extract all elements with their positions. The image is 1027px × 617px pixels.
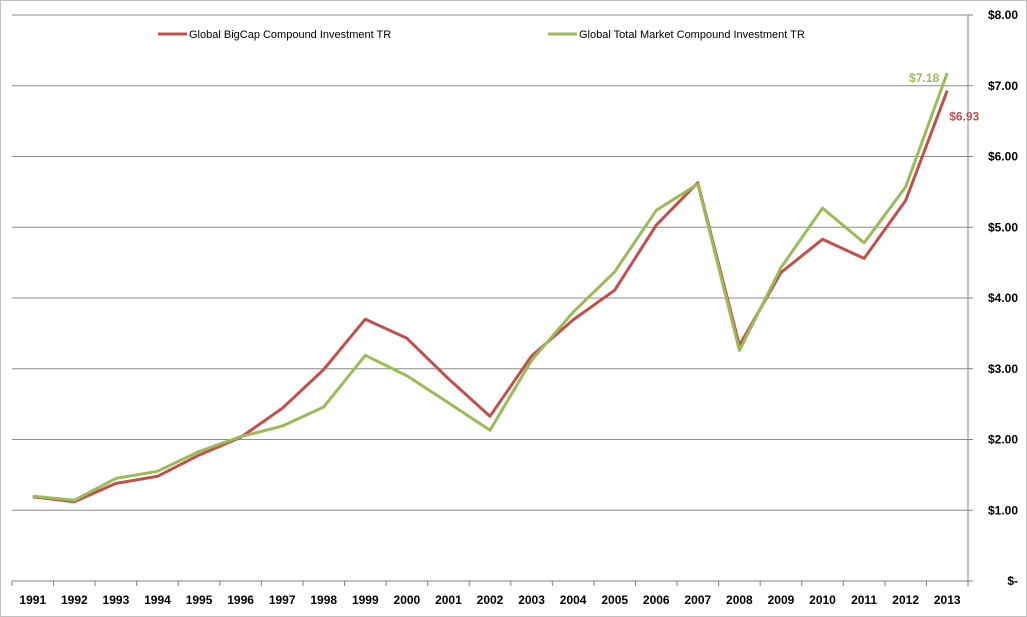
y-tick-label: $7.00	[988, 79, 1018, 93]
legend: Global BigCap Compound Investment TR Glob…	[158, 29, 805, 41]
y-axis-tick-labels: $- $1.00 $2.00 $3.00 $4.00 $5.00 $6.00 $7.00 $8.…	[988, 8, 1018, 588]
x-tick-label: 2006	[643, 593, 670, 607]
y-tick-label: $6.00	[988, 150, 1018, 164]
x-tick-label: 2007	[684, 593, 711, 607]
x-tick-label: 1999	[352, 593, 379, 607]
x-tick-label: 2009	[768, 593, 795, 607]
data-label-total-market: $7.18	[909, 71, 939, 85]
x-tick-label: 2013	[934, 593, 961, 607]
legend-label: Global Total Market Compound Investment …	[579, 29, 805, 41]
x-tick-label: 2008	[726, 593, 753, 607]
x-tick-label: 2002	[477, 593, 504, 607]
legend-entry: Global BigCap Compound Investment TR	[158, 29, 391, 41]
x-tick-label: 2012	[892, 593, 919, 607]
x-tick-label: 1995	[186, 593, 213, 607]
x-tick-label: 2000	[394, 593, 421, 607]
series-line-bigcap	[32, 90, 949, 504]
x-tick-label: 2001	[435, 593, 462, 607]
y-tick-label: $8.00	[988, 8, 1018, 22]
x-tick-label: 1994	[144, 593, 171, 607]
x-tick-label: 2011	[851, 593, 877, 607]
y-tick-label: $1.00	[988, 503, 1018, 517]
y-tick-label: $-	[1007, 574, 1018, 588]
x-tick-label: 1992	[61, 593, 88, 607]
data-label-bigcap: $6.93	[949, 110, 979, 124]
x-tick-label: 2010	[809, 593, 836, 607]
y-tick-label: $2.00	[988, 433, 1018, 447]
axes	[11, 14, 973, 586]
series-line-total-market	[32, 72, 949, 502]
x-tick-label: 2004	[560, 593, 587, 607]
x-tick-label: 2005	[601, 593, 628, 607]
end-value-labels: $6.93 $7.18	[909, 71, 979, 124]
y-tick-label: $4.00	[988, 291, 1018, 305]
x-tick-label: 1997	[269, 593, 296, 607]
series-lines	[32, 72, 949, 504]
x-tick-label: 2003	[518, 593, 545, 607]
x-tick-label: 1998	[310, 593, 337, 607]
x-tick-label: 1996	[227, 593, 254, 607]
gridlines	[12, 14, 968, 511]
x-tick-label: 1991	[19, 593, 46, 607]
y-tick-label: $5.00	[988, 220, 1018, 234]
legend-entry: Global Total Market Compound Investment …	[548, 29, 805, 41]
y-tick-label: $3.00	[988, 362, 1018, 376]
legend-label: Global BigCap Compound Investment TR	[189, 29, 391, 41]
x-axis-tick-labels: 1991 1992 1993 1994 1995 1996 1997 1998 1999 2000…	[19, 593, 960, 607]
x-tick-label: 1993	[103, 593, 130, 607]
